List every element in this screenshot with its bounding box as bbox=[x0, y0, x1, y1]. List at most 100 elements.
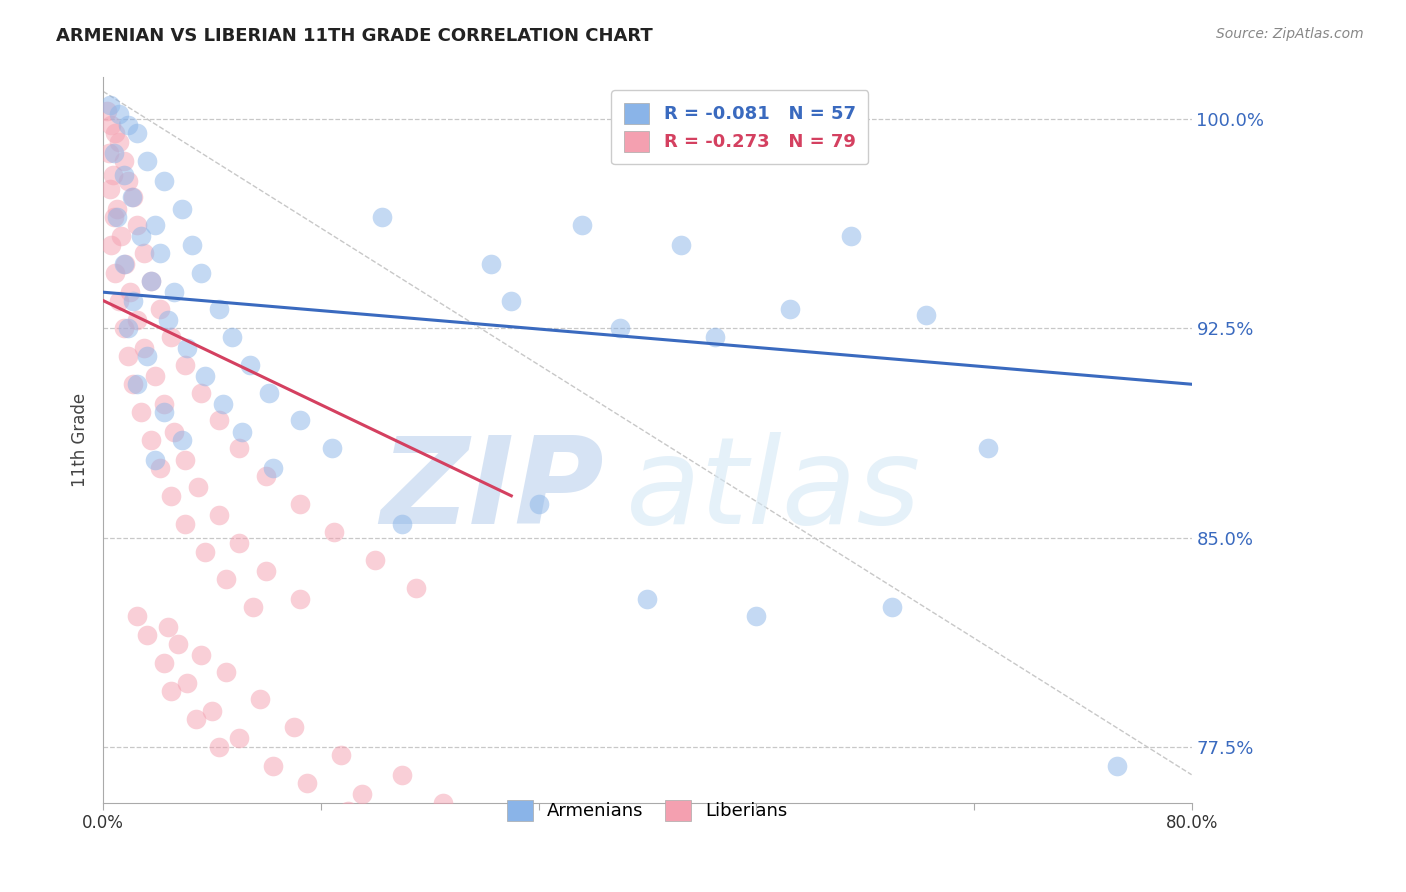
Point bbox=[841, 229, 863, 244]
Text: ZIP: ZIP bbox=[380, 433, 603, 549]
Point bbox=[337, 804, 360, 818]
Point bbox=[323, 524, 346, 539]
Point bbox=[290, 497, 312, 511]
Point bbox=[571, 219, 593, 233]
Point bbox=[184, 712, 207, 726]
Point bbox=[201, 704, 224, 718]
Point bbox=[114, 257, 136, 271]
Point bbox=[190, 266, 212, 280]
Point bbox=[132, 246, 155, 260]
Point bbox=[609, 321, 631, 335]
Point bbox=[671, 237, 693, 252]
Point bbox=[143, 368, 166, 383]
Text: atlas: atlas bbox=[626, 433, 921, 549]
Point bbox=[121, 190, 143, 204]
Point bbox=[254, 469, 277, 483]
Point bbox=[194, 368, 217, 383]
Point bbox=[180, 237, 202, 252]
Point bbox=[97, 145, 120, 160]
Point bbox=[98, 182, 121, 196]
Point bbox=[112, 257, 135, 271]
Text: ARMENIAN VS LIBERIAN 11TH GRADE CORRELATION CHART: ARMENIAN VS LIBERIAN 11TH GRADE CORRELAT… bbox=[56, 27, 652, 45]
Point bbox=[96, 103, 118, 118]
Point bbox=[228, 442, 250, 456]
Point bbox=[290, 592, 312, 607]
Point bbox=[108, 106, 131, 120]
Point bbox=[208, 508, 231, 523]
Point bbox=[127, 219, 149, 233]
Point bbox=[117, 349, 139, 363]
Point bbox=[160, 684, 183, 698]
Point bbox=[704, 330, 727, 344]
Point bbox=[194, 544, 217, 558]
Point bbox=[103, 145, 125, 160]
Point bbox=[149, 461, 172, 475]
Point bbox=[127, 313, 149, 327]
Point bbox=[153, 174, 176, 188]
Point bbox=[163, 285, 186, 300]
Point bbox=[135, 154, 157, 169]
Point bbox=[122, 190, 145, 204]
Point bbox=[100, 237, 122, 252]
Point bbox=[108, 135, 131, 149]
Point bbox=[143, 452, 166, 467]
Point bbox=[153, 656, 176, 670]
Y-axis label: 11th Grade: 11th Grade bbox=[72, 393, 89, 487]
Point bbox=[283, 720, 305, 734]
Point bbox=[160, 489, 183, 503]
Point bbox=[882, 600, 904, 615]
Point bbox=[297, 776, 319, 790]
Point bbox=[187, 480, 209, 494]
Point bbox=[176, 675, 198, 690]
Point bbox=[139, 274, 162, 288]
Point bbox=[167, 637, 190, 651]
Point bbox=[120, 285, 142, 300]
Point bbox=[103, 210, 125, 224]
Point bbox=[391, 516, 413, 531]
Point bbox=[391, 768, 413, 782]
Point bbox=[290, 413, 312, 427]
Point bbox=[153, 405, 176, 419]
Point bbox=[112, 321, 135, 335]
Point bbox=[139, 274, 162, 288]
Point bbox=[173, 358, 195, 372]
Point bbox=[112, 154, 135, 169]
Point bbox=[501, 293, 523, 308]
Point bbox=[117, 118, 139, 132]
Point bbox=[163, 425, 186, 439]
Point bbox=[527, 831, 550, 846]
Point bbox=[472, 880, 495, 892]
Point bbox=[149, 301, 172, 316]
Point bbox=[101, 168, 124, 182]
Point bbox=[173, 516, 195, 531]
Point bbox=[745, 608, 768, 623]
Point bbox=[98, 98, 121, 112]
Point bbox=[104, 266, 127, 280]
Point bbox=[143, 219, 166, 233]
Point bbox=[135, 628, 157, 642]
Point bbox=[153, 397, 176, 411]
Point bbox=[371, 210, 394, 224]
Point bbox=[127, 126, 149, 140]
Point bbox=[330, 748, 353, 763]
Point bbox=[915, 308, 938, 322]
Point bbox=[1105, 759, 1128, 773]
Point bbox=[139, 433, 162, 447]
Point bbox=[208, 413, 231, 427]
Point bbox=[262, 461, 284, 475]
Point bbox=[378, 823, 401, 838]
Point bbox=[419, 843, 441, 857]
Point bbox=[129, 229, 152, 244]
Point bbox=[228, 536, 250, 550]
Point bbox=[129, 405, 152, 419]
Point bbox=[190, 385, 212, 400]
Point bbox=[636, 592, 658, 607]
Point bbox=[190, 648, 212, 662]
Point bbox=[242, 600, 264, 615]
Point bbox=[117, 174, 139, 188]
Point bbox=[976, 442, 998, 456]
Point bbox=[122, 377, 145, 392]
Point bbox=[157, 620, 180, 634]
Point bbox=[350, 787, 373, 801]
Point bbox=[105, 202, 128, 216]
